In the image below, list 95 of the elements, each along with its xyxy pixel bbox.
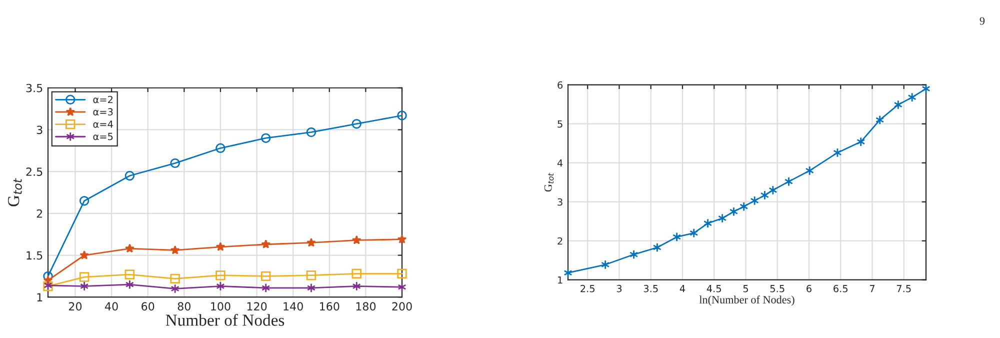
- point: [750, 196, 759, 206]
- point: [352, 119, 362, 129]
- y-tick-label: 1: [558, 276, 562, 284]
- y-tick-label: 2: [36, 209, 42, 218]
- point: [216, 270, 226, 280]
- x-tick-label: 140: [284, 302, 303, 311]
- x-axis-title: ln(Number of Nodes): [699, 296, 794, 306]
- x-tick-label: 6.5: [834, 284, 848, 292]
- point: [170, 274, 180, 284]
- y-tick-label: 1: [37, 293, 42, 302]
- y-axis-title: G$_{tot}$: [8, 178, 22, 206]
- point: [629, 250, 638, 260]
- x-tick-label: 120: [247, 302, 267, 311]
- x-tick-label: 80: [178, 302, 190, 311]
- y-tick-label: 3: [36, 126, 42, 134]
- x-tick-label: 5: [743, 285, 748, 292]
- point: [260, 271, 271, 282]
- y-axis-title: G$_{tot}$: [544, 172, 554, 192]
- x-tick-label: 60: [142, 302, 154, 311]
- point: [352, 268, 362, 279]
- x-tick-label: 3.5: [644, 284, 658, 292]
- point: [908, 92, 916, 102]
- point: [672, 232, 682, 242]
- y-tick-label: 2.5: [26, 168, 42, 176]
- x-tick-label: 20: [68, 302, 82, 311]
- point: [760, 190, 770, 200]
- y-tick-label: 4: [557, 159, 563, 167]
- point: [564, 268, 572, 278]
- x-tick-label: 100: [211, 302, 230, 311]
- point: [805, 166, 814, 176]
- point: [124, 170, 135, 181]
- point: [729, 206, 738, 216]
- point: [397, 268, 407, 279]
- y-tick-label: 2: [558, 237, 562, 245]
- point: [718, 213, 727, 224]
- point: [306, 238, 316, 247]
- legend-label: α=3: [93, 108, 113, 116]
- point: [124, 270, 135, 280]
- point: [262, 283, 270, 293]
- point: [170, 158, 180, 168]
- point: [216, 281, 225, 292]
- point: [79, 272, 90, 282]
- point: [80, 250, 89, 260]
- point: [922, 84, 930, 94]
- x-tick-label: 4: [680, 285, 686, 292]
- y-tick-label: 3.5: [26, 84, 42, 92]
- y-tick-label: 5: [558, 120, 562, 128]
- legend-label: α=5: [93, 132, 113, 140]
- legend-label: α=4: [93, 120, 113, 128]
- point: [397, 110, 407, 120]
- point: [856, 136, 866, 147]
- point: [784, 176, 794, 186]
- x-tick-label: 40: [105, 302, 118, 311]
- legend-label: α=2: [93, 96, 112, 104]
- text: 9: [980, 17, 985, 25]
- point: [170, 284, 180, 294]
- point: [216, 143, 226, 153]
- x-tick-label: 5.5: [770, 285, 784, 292]
- point: [306, 127, 316, 138]
- point: [894, 100, 902, 110]
- y-tick-label: 3: [558, 198, 562, 206]
- point: [125, 244, 134, 253]
- x-axis-title: Number of Nodes: [166, 314, 284, 326]
- point: [306, 270, 316, 280]
- point: [652, 242, 662, 252]
- x-tick-label: 180: [356, 302, 376, 311]
- point: [397, 234, 407, 244]
- x-tick-label: 7.5: [896, 285, 911, 292]
- point: [352, 281, 361, 292]
- point: [876, 115, 884, 125]
- x-tick-label: 4.5: [706, 285, 721, 292]
- y-tick-label: 6: [558, 81, 563, 89]
- point: [740, 202, 748, 212]
- x-tick-label: 6: [806, 284, 812, 292]
- x-tick-label: 2.5: [580, 284, 594, 292]
- point: [125, 280, 134, 290]
- x-tick-label: 3: [616, 284, 622, 292]
- point: [352, 235, 362, 244]
- point: [833, 148, 842, 158]
- point: [79, 196, 90, 206]
- x-tick-label: 160: [320, 302, 340, 311]
- point: [80, 281, 89, 292]
- point: [398, 282, 406, 292]
- point: [170, 245, 180, 254]
- point: [261, 240, 271, 248]
- x-tick-label: 7: [870, 285, 874, 292]
- point: [703, 218, 712, 228]
- point: [260, 133, 271, 143]
- point: [690, 228, 698, 238]
- point: [306, 283, 316, 293]
- point: [768, 185, 778, 196]
- y-tick-label: 1.5: [26, 251, 42, 260]
- x-tick-label: 200: [392, 302, 412, 311]
- point: [216, 242, 226, 251]
- point: [601, 260, 610, 270]
